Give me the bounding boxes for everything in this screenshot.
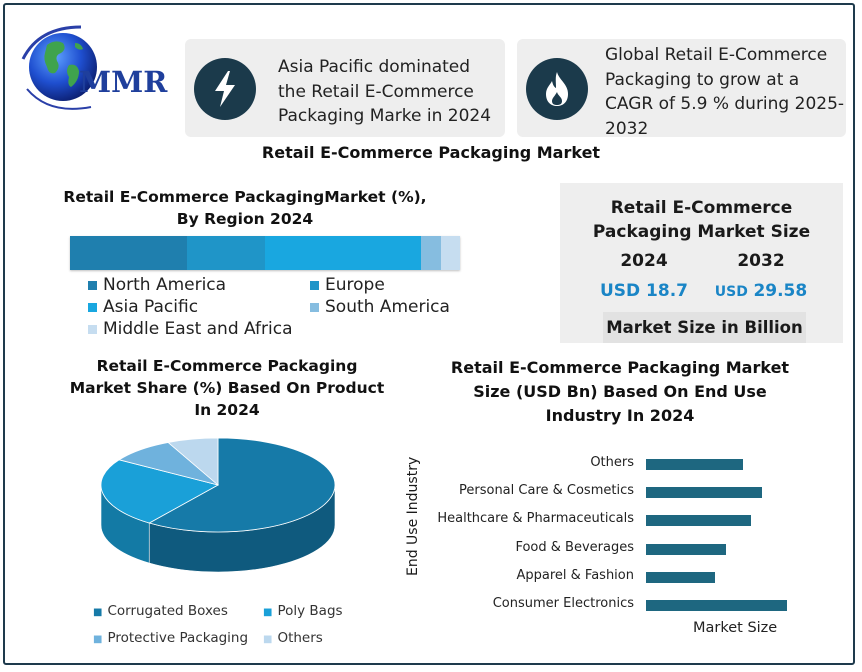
market-size-unit-label: Market Size in Billion bbox=[603, 312, 806, 343]
legend-label: South America bbox=[325, 297, 450, 317]
pie-slice-poly-bags bbox=[100, 459, 220, 524]
region-bar-segment-europe bbox=[187, 236, 265, 270]
market-size-title: Retail E-Commerce Packaging Market Size bbox=[592, 198, 811, 242]
year-2024: 2024 bbox=[620, 251, 668, 271]
bar-label-personal-care-cosmetics: Personal Care & Cosmetics bbox=[459, 483, 634, 499]
region-stacked-bar bbox=[70, 236, 460, 270]
bar-label-apparel-fashion: Apparel & Fashion bbox=[516, 567, 634, 583]
legend-label: Poly Bags bbox=[277, 603, 343, 619]
lightning-bolt-icon bbox=[194, 58, 256, 120]
product-pie-chart bbox=[100, 437, 336, 573]
pie-slice-corrugated-boxes bbox=[148, 437, 336, 533]
product-chart-title: Retail E-Commerce Packaging Market Share… bbox=[69, 357, 385, 419]
legend-item-middle-east-africa: Middle East and Africa bbox=[88, 319, 293, 339]
region-bar-segment-south-america bbox=[421, 236, 441, 270]
legend-swatch bbox=[88, 302, 97, 312]
region-bar-segment-north-america bbox=[70, 236, 187, 270]
legend-swatch: ■ bbox=[263, 607, 273, 618]
legend-label: Asia Pacific bbox=[103, 297, 199, 317]
bar-food-beverages bbox=[646, 543, 727, 555]
pie-slice-others bbox=[167, 437, 219, 486]
bar-apparel-fashion bbox=[646, 571, 716, 583]
value-2024: USD 18.7 bbox=[599, 281, 689, 301]
legend-swatch bbox=[88, 280, 97, 290]
legend-swatch: ■ bbox=[263, 634, 273, 645]
value-2032-number: 29.58 bbox=[753, 281, 808, 301]
legend-label: North America bbox=[103, 275, 227, 295]
end-use-x-axis-label: Market Size bbox=[693, 620, 778, 636]
legend-label: Europe bbox=[325, 275, 385, 295]
logo-text: MMR bbox=[79, 65, 168, 99]
globe-icon bbox=[21, 25, 97, 110]
value-2032: USD 29.58 bbox=[696, 281, 826, 301]
legend-label: Others bbox=[277, 630, 323, 646]
legend-item-north-america: North America bbox=[88, 275, 226, 295]
pie-legend-corrugated-boxes: ■ Corrugated Boxes bbox=[93, 603, 228, 619]
year-2032: 2032 bbox=[737, 251, 785, 271]
bar-label-consumer-electronics: Consumer Electronics bbox=[492, 596, 634, 611]
bar-others bbox=[646, 459, 743, 470]
bar-label-others: Others bbox=[590, 455, 634, 470]
legend-swatch bbox=[310, 280, 319, 290]
end-use-chart-title: Retail E-Commerce Packaging Market Size … bbox=[450, 358, 790, 425]
value-2032-prefix: USD bbox=[714, 284, 748, 300]
region-bar-segment-asia-pacific bbox=[265, 236, 421, 270]
region-chart-title: Retail E-Commerce PackagingMarket (%), B… bbox=[63, 188, 427, 228]
bar-personal-care-cosmetics bbox=[646, 487, 763, 499]
mmr-logo: MMR bbox=[19, 19, 184, 119]
legend-swatch bbox=[310, 302, 319, 312]
legend-item-south-america: South America bbox=[310, 297, 450, 317]
infographic-frame: MMR Asia Pacific dominated the Retail E-… bbox=[3, 3, 855, 665]
legend-item-asia-pacific: Asia Pacific bbox=[88, 297, 198, 317]
bar-consumer-electronics bbox=[646, 600, 788, 611]
legend-label: Middle East and Africa bbox=[103, 319, 293, 339]
region-bar-segment-middle-east-and-africa bbox=[440, 236, 460, 270]
pie-legend-others: ■ Others bbox=[263, 630, 323, 646]
legend-swatch: ■ bbox=[93, 634, 103, 645]
end-use-bar-chart: Others Personal Care & Cosmetics Healthcar… bbox=[385, 445, 825, 620]
legend-label: Protective Packaging bbox=[107, 630, 249, 646]
legend-swatch bbox=[88, 324, 97, 334]
bar-label-healthcare-pharmaceuticals: Healthcare & Pharmaceuticals bbox=[437, 511, 634, 527]
legend-label: Corrugated Boxes bbox=[107, 603, 228, 619]
bar-healthcare-pharmaceuticals bbox=[646, 515, 752, 527]
legend-swatch: ■ bbox=[93, 607, 103, 618]
pie-legend-protective-packaging: ■ Protective Packaging bbox=[93, 630, 248, 646]
main-title: Retail E-Commerce Packaging Market bbox=[261, 143, 601, 162]
bar-label-food-beverages: Food & Beverages bbox=[515, 539, 634, 555]
highlight-text-1: Asia Pacific dominated the Retail E-Comm… bbox=[278, 57, 492, 126]
highlight-text-2: Global Retail E-Commerce Packaging to gr… bbox=[605, 45, 845, 139]
legend-item-europe: Europe bbox=[310, 275, 385, 295]
pie-legend-poly-bags: ■ Poly Bags bbox=[263, 603, 343, 619]
flame-icon bbox=[526, 58, 588, 120]
